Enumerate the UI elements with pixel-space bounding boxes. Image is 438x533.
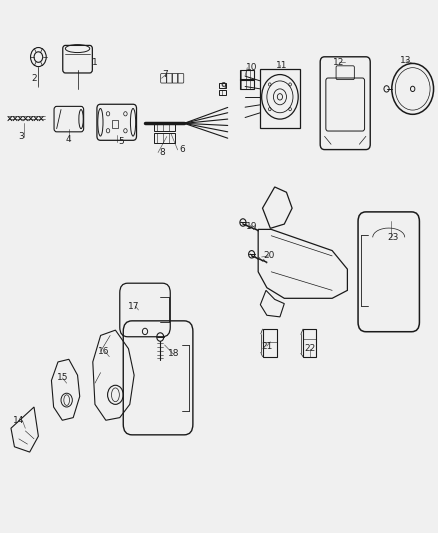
Text: 9: 9 (220, 82, 226, 91)
Text: 20: 20 (263, 252, 275, 261)
Bar (240, 79, 254, 89)
Text: 2: 2 (31, 74, 37, 83)
Text: 18: 18 (168, 350, 179, 359)
Text: 1: 1 (92, 58, 98, 67)
Bar (240, 70, 254, 80)
Bar (219, 83, 226, 88)
Bar (112, 120, 117, 127)
Bar (219, 90, 226, 95)
Bar (154, 133, 175, 143)
Text: 17: 17 (128, 302, 140, 311)
Text: 4: 4 (66, 135, 72, 144)
Text: 14: 14 (13, 416, 25, 425)
Text: 23: 23 (387, 233, 399, 242)
Text: 19: 19 (246, 222, 258, 231)
Text: 7: 7 (162, 70, 167, 79)
Text: 6: 6 (179, 146, 185, 155)
Text: 13: 13 (400, 56, 412, 65)
Bar (262, 329, 277, 357)
Text: 11: 11 (276, 61, 288, 69)
Bar (154, 122, 175, 131)
Text: 15: 15 (57, 373, 68, 382)
Text: 8: 8 (159, 148, 165, 157)
Bar (260, 69, 300, 127)
Text: 16: 16 (98, 347, 110, 356)
Text: 3: 3 (18, 132, 24, 141)
Text: 10: 10 (246, 63, 258, 72)
Text: 5: 5 (118, 138, 124, 147)
Text: 21: 21 (261, 342, 272, 351)
Bar (303, 329, 316, 357)
Text: 22: 22 (305, 344, 316, 353)
Text: 12: 12 (333, 58, 344, 67)
